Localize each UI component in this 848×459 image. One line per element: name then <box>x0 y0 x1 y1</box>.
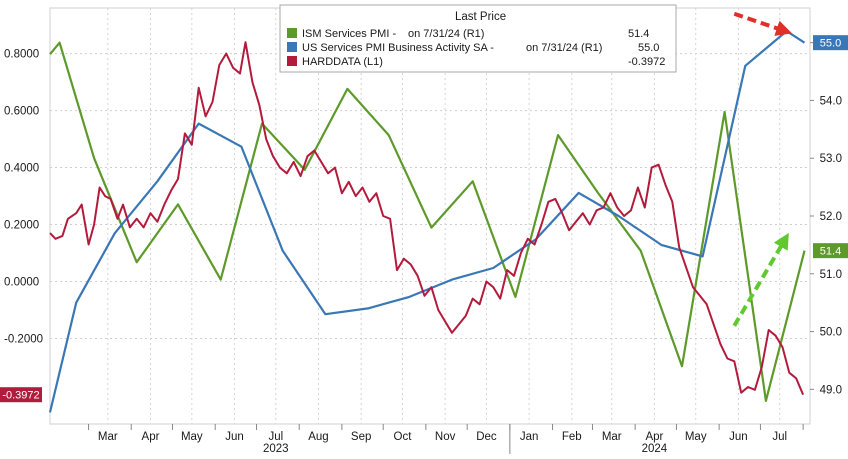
legend-value: 55.0 <box>638 42 659 54</box>
right-tick-label: 51.0 <box>820 269 842 281</box>
last-value-label-hard: -0.3972 <box>2 390 39 402</box>
left-tick-label: 0.8000 <box>4 49 39 61</box>
right-tick-label: 50.0 <box>820 327 842 339</box>
month-tick-label: Jul <box>268 431 283 443</box>
legend-value: 51.4 <box>628 28 649 40</box>
month-tick-label: Jan <box>520 431 539 443</box>
month-tick-label: Nov <box>435 431 456 443</box>
month-tick-label: Feb <box>562 431 582 443</box>
right-tick-label: 49.0 <box>820 384 842 396</box>
month-tick-label: Jul <box>772 431 787 443</box>
year-label: 2023 <box>263 443 289 454</box>
month-tick-label: May <box>181 431 203 443</box>
month-tick-label: Jun <box>729 431 748 443</box>
month-tick-label: Dec <box>476 431 497 443</box>
grid <box>49 7 811 425</box>
left-tick-label: 0.6000 <box>4 106 39 118</box>
month-tick-label: Oct <box>394 431 413 443</box>
month-tick-label: Sep <box>351 431 371 443</box>
dashed-arrow-annotation <box>732 232 789 327</box>
month-tick-label: Mar <box>98 431 118 443</box>
month-tick-label: Jun <box>225 431 244 443</box>
month-tick-label: Mar <box>602 431 622 443</box>
last-value-box-hard <box>0 387 42 403</box>
right-tick-label: 52.0 <box>820 211 842 223</box>
left-tick-label: 0.2000 <box>4 220 39 232</box>
legend-label: HARDDATA (L1) <box>302 56 383 68</box>
left-tick-label: -0.2000 <box>4 334 43 346</box>
dashed-arrow-annotation <box>733 11 793 36</box>
last-value-box-us <box>813 35 848 51</box>
legend: Last Price ISM Services PMI - on 7/31/24 (… <box>279 4 677 73</box>
month-tick-label: Apr <box>142 431 160 443</box>
annotations <box>732 11 793 327</box>
legend-header: Last Price <box>455 11 506 23</box>
legend-date-note: on 7/31/24 (R1) <box>526 42 602 54</box>
last-value-label-us: 55.0 <box>820 38 841 50</box>
left-tick-label: 0.0000 <box>4 277 39 289</box>
right-tick-label: 54.0 <box>820 95 842 107</box>
last-value-box-ism <box>813 243 848 259</box>
legend-label: ISM Services PMI - <box>302 28 396 40</box>
month-tick-label: Apr <box>645 431 663 443</box>
axes: 0.8000 0.6000 0.4000 0.2000 0.0000 -0.2000 55.… <box>4 38 842 455</box>
legend-swatch-ism <box>287 28 297 38</box>
series-line-ism <box>49 41 806 402</box>
legend-box <box>279 4 677 73</box>
right-tick-label: 53.0 <box>820 153 842 165</box>
month-tick-label: Aug <box>308 431 328 443</box>
month-tick-label: May <box>685 431 707 443</box>
series-lines <box>48 30 806 413</box>
legend-label: US Services PMI Business Activity SA - <box>302 42 494 54</box>
last-value-label-ism: 51.4 <box>820 246 841 258</box>
left-tick-label: 0.4000 <box>4 163 39 175</box>
legend-swatch-hard <box>287 56 297 66</box>
year-label: 2024 <box>642 443 668 454</box>
legend-date-note: on 7/31/24 (R1) <box>408 28 484 40</box>
legend-swatch-us <box>287 42 297 52</box>
legend-value: -0.3972 <box>628 56 665 68</box>
value-labels: 55.0 51.4 -0.3972 <box>0 35 848 403</box>
series-line-hard <box>49 41 805 396</box>
